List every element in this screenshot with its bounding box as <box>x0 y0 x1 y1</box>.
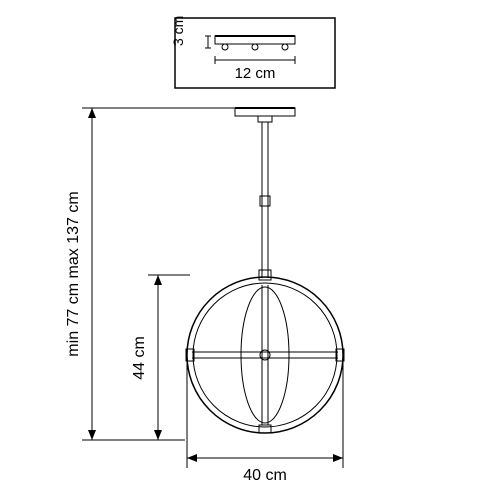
ceiling-canopy <box>235 108 295 122</box>
dimension-diagram: 3 cm 12 cm <box>0 0 500 500</box>
rod <box>260 122 270 278</box>
dim-width <box>187 454 343 462</box>
inset-dim-height <box>205 36 211 48</box>
dim-globe-height-label: 44 cm <box>131 336 148 380</box>
inset-dim-height-label: 3 cm <box>170 16 186 46</box>
globe <box>186 270 344 433</box>
inset-dim-width-label: 12 cm <box>235 65 276 82</box>
dim-width-label: 40 cm <box>243 467 287 484</box>
inset-canopy <box>215 36 295 50</box>
pendant-drawing <box>186 108 344 433</box>
dim-globe-height <box>148 275 190 440</box>
inset-panel: 3 cm 12 cm <box>170 16 335 88</box>
inset-dim-width <box>215 56 295 64</box>
dim-total-height-label: min 77 cm max 137 cm <box>65 191 82 356</box>
width-extensions <box>187 358 343 468</box>
